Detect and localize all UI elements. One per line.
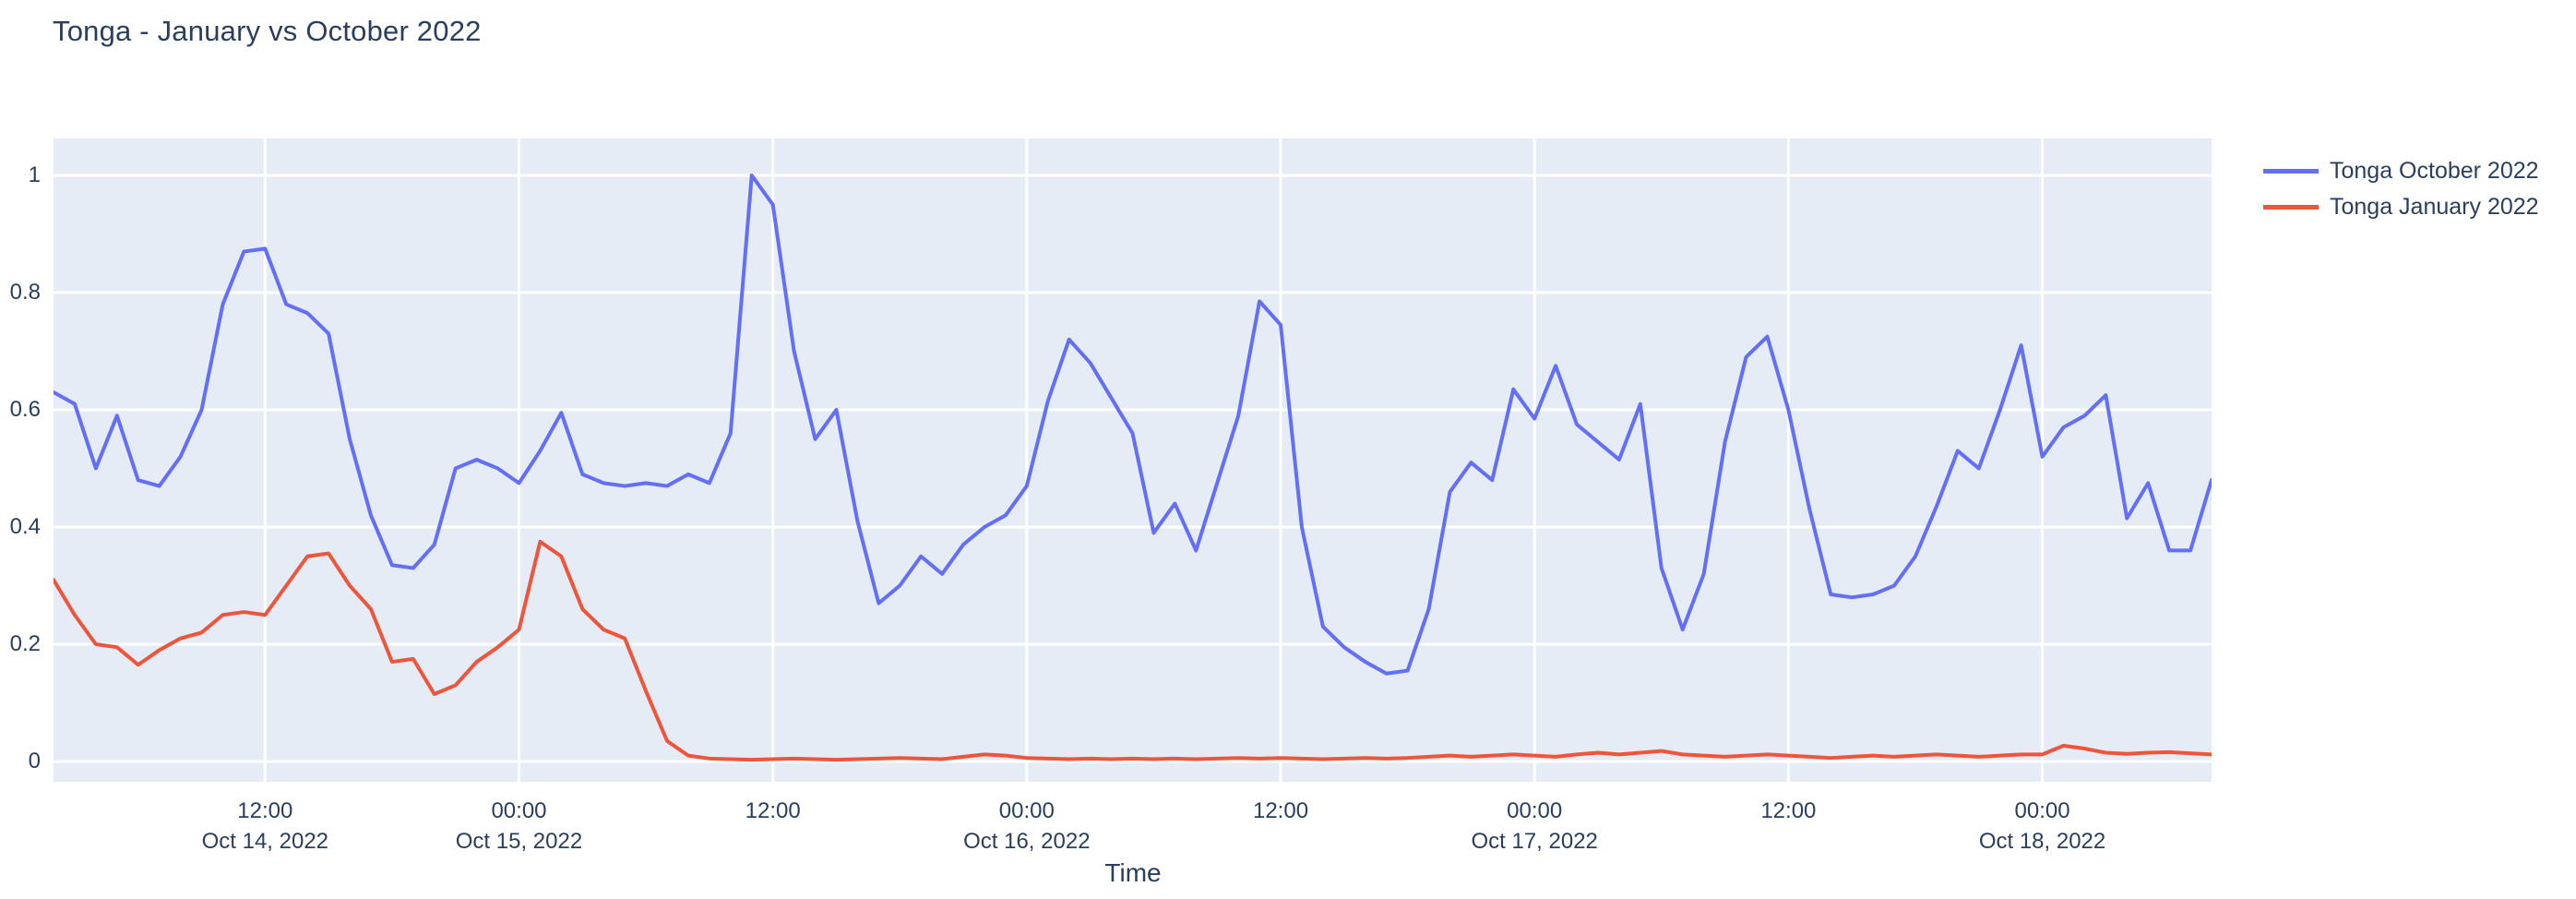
y-tick-label: 0.4 — [9, 514, 41, 539]
x-tick-time: 12:00 — [1760, 798, 1817, 823]
legend-label: Tonga October 2022 — [2330, 158, 2539, 184]
series-line-tonga-january-2022[interactable] — [54, 539, 2212, 762]
legend-line-swatch — [2263, 205, 2319, 210]
x-tick-label: 00:00 Oct 17, 2022 — [1433, 796, 1636, 857]
x-tick-date: Oct 18, 2022 — [1978, 829, 2106, 854]
y-tick-label: 0.8 — [9, 280, 41, 305]
x-tick-time: 00:00 — [491, 798, 547, 823]
y-tick-label: 0 — [28, 749, 41, 773]
legend-line-swatch — [2263, 169, 2319, 174]
x-tick-label: 12:00 Oct 14, 2022 — [163, 796, 366, 857]
x-tick-time: 12:00 — [1252, 798, 1309, 823]
legend-label: Tonga January 2022 — [2330, 194, 2539, 220]
x-tick-label: 00:00 Oct 18, 2022 — [1941, 796, 2144, 857]
plot-area[interactable] — [54, 138, 2212, 782]
x-tick-date: Oct 14, 2022 — [201, 829, 329, 854]
chart-title: Tonga - January vs October 2022 — [53, 15, 482, 47]
y-tick-label: 0.6 — [9, 397, 41, 422]
x-axis-title: Time — [1104, 858, 1162, 887]
x-tick-date: Oct 15, 2022 — [455, 829, 583, 854]
x-tick-date: Oct 17, 2022 — [1471, 829, 1598, 854]
x-tick-label: 12:00 — [1687, 796, 1890, 826]
x-tick-time: 00:00 — [2014, 798, 2070, 823]
series-line-tonga-october-2022[interactable] — [54, 174, 2212, 676]
legend-item-tonga-january-2022[interactable]: Tonga January 2022 — [2263, 189, 2539, 225]
x-tick-label: 00:00 Oct 16, 2022 — [925, 796, 1128, 857]
legend: Tonga October 2022 Tonga January 2022 — [2263, 153, 2539, 225]
x-tick-time: 12:00 — [745, 798, 801, 823]
x-tick-label: 00:00 Oct 15, 2022 — [417, 796, 620, 857]
legend-item-tonga-october-2022[interactable]: Tonga October 2022 — [2263, 153, 2539, 189]
x-tick-time: 12:00 — [237, 798, 293, 823]
plot-canvas — [54, 138, 2212, 782]
x-tick-time: 00:00 — [1507, 798, 1563, 823]
x-tick-date: Oct 16, 2022 — [963, 829, 1091, 854]
y-tick-label: 0.2 — [9, 631, 41, 656]
y-tick-label: 1 — [28, 162, 41, 187]
x-tick-label: 12:00 — [1179, 796, 1382, 826]
x-tick-label: 12:00 — [672, 796, 875, 826]
x-tick-time: 00:00 — [998, 798, 1055, 823]
